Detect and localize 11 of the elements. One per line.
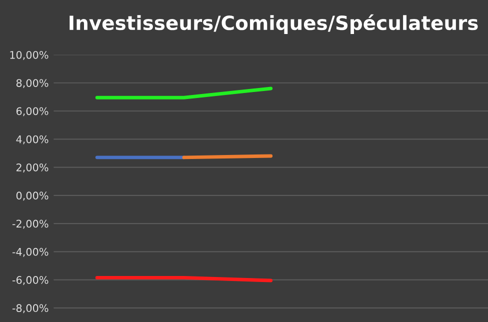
y-tick-label: 8,00% [16, 79, 48, 88]
y-tick-label: -4,00% [12, 248, 48, 257]
chart-title: Investisseurs/Comiques/Spéculateurs [70, 14, 478, 34]
y-tick-label: 4,00% [16, 135, 48, 144]
y-tick-label: 0,00% [16, 192, 48, 201]
y-tick-label: -6,00% [12, 276, 48, 285]
y-tick-label: 6,00% [16, 107, 48, 116]
y-tick-label: 10,00% [10, 50, 48, 60]
y-tick-label: -2,00% [12, 220, 48, 229]
y-tick-label: 2,00% [16, 163, 48, 172]
y-tick-label: -8,00% [12, 304, 48, 314]
